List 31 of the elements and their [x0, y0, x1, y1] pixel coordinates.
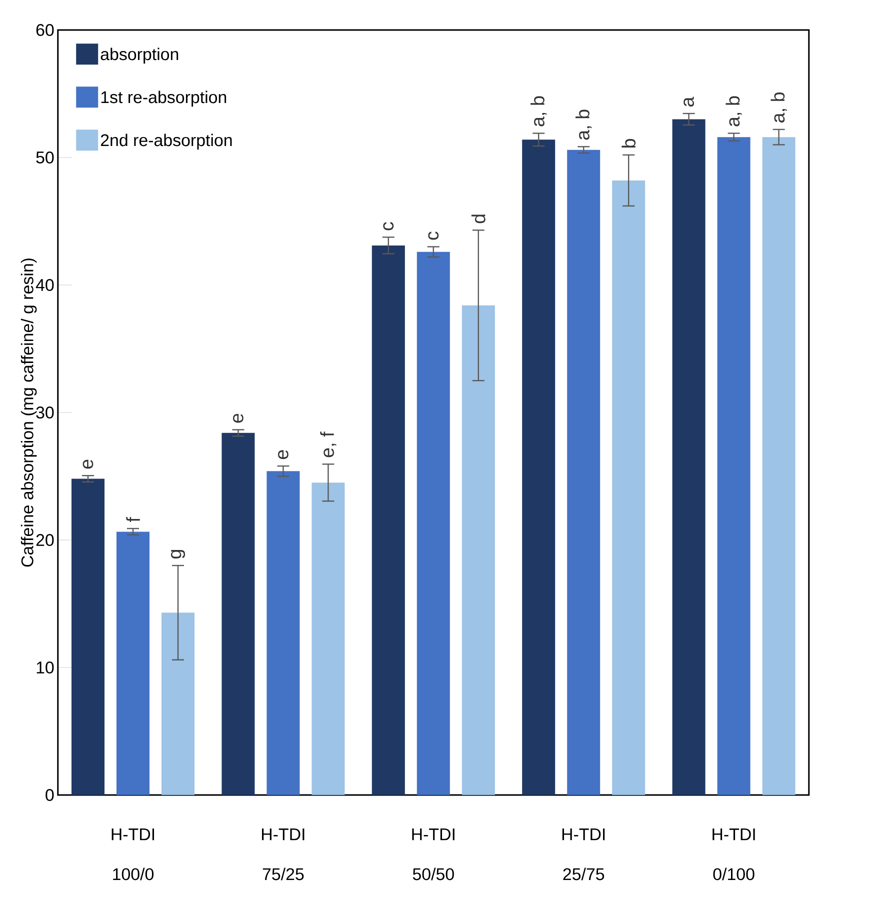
y-tick-label: 40	[36, 279, 54, 291]
annotation: e	[233, 414, 244, 423]
annotation: c	[383, 222, 394, 230]
category-label: H-TDI 0/100	[712, 828, 755, 880]
legend-label: 2nd re-absorption	[100, 134, 232, 150]
y-tick-label: 50	[36, 152, 54, 164]
annotation: g	[170, 550, 186, 559]
annotation: d	[471, 214, 486, 224]
annotation: a, b	[726, 96, 742, 126]
annotation: f	[126, 517, 140, 522]
legend-label: absorption	[100, 48, 178, 64]
y-tick-label: 30	[36, 406, 54, 418]
annotation: a	[684, 96, 694, 107]
annotation: e	[278, 450, 288, 460]
y-tick-label: 60	[36, 24, 54, 36]
category-label: H-TDI 75/25	[262, 828, 304, 880]
annotation: c	[428, 232, 439, 240]
y-tick-label: 10	[36, 662, 54, 674]
annotation: a, b	[576, 110, 592, 140]
annotation: e, f	[320, 432, 336, 458]
y-tick-label: 0	[46, 789, 54, 801]
annotation: b	[622, 139, 636, 148]
category-label: H-TDI 100/0	[112, 828, 154, 880]
category-label: H-TDI 50/50	[412, 828, 454, 880]
annotation: a, b	[530, 96, 547, 126]
annotation: a, b	[770, 92, 787, 122]
y-axis-title: Caffeine absorption (mg caffeine/ g resin)	[20, 258, 37, 567]
annotation: e	[82, 460, 94, 469]
category-label: H-TDI 25/75	[562, 828, 605, 880]
y-tick-label: 20	[36, 534, 54, 546]
legend-label: 1st re-absorption	[101, 90, 226, 107]
